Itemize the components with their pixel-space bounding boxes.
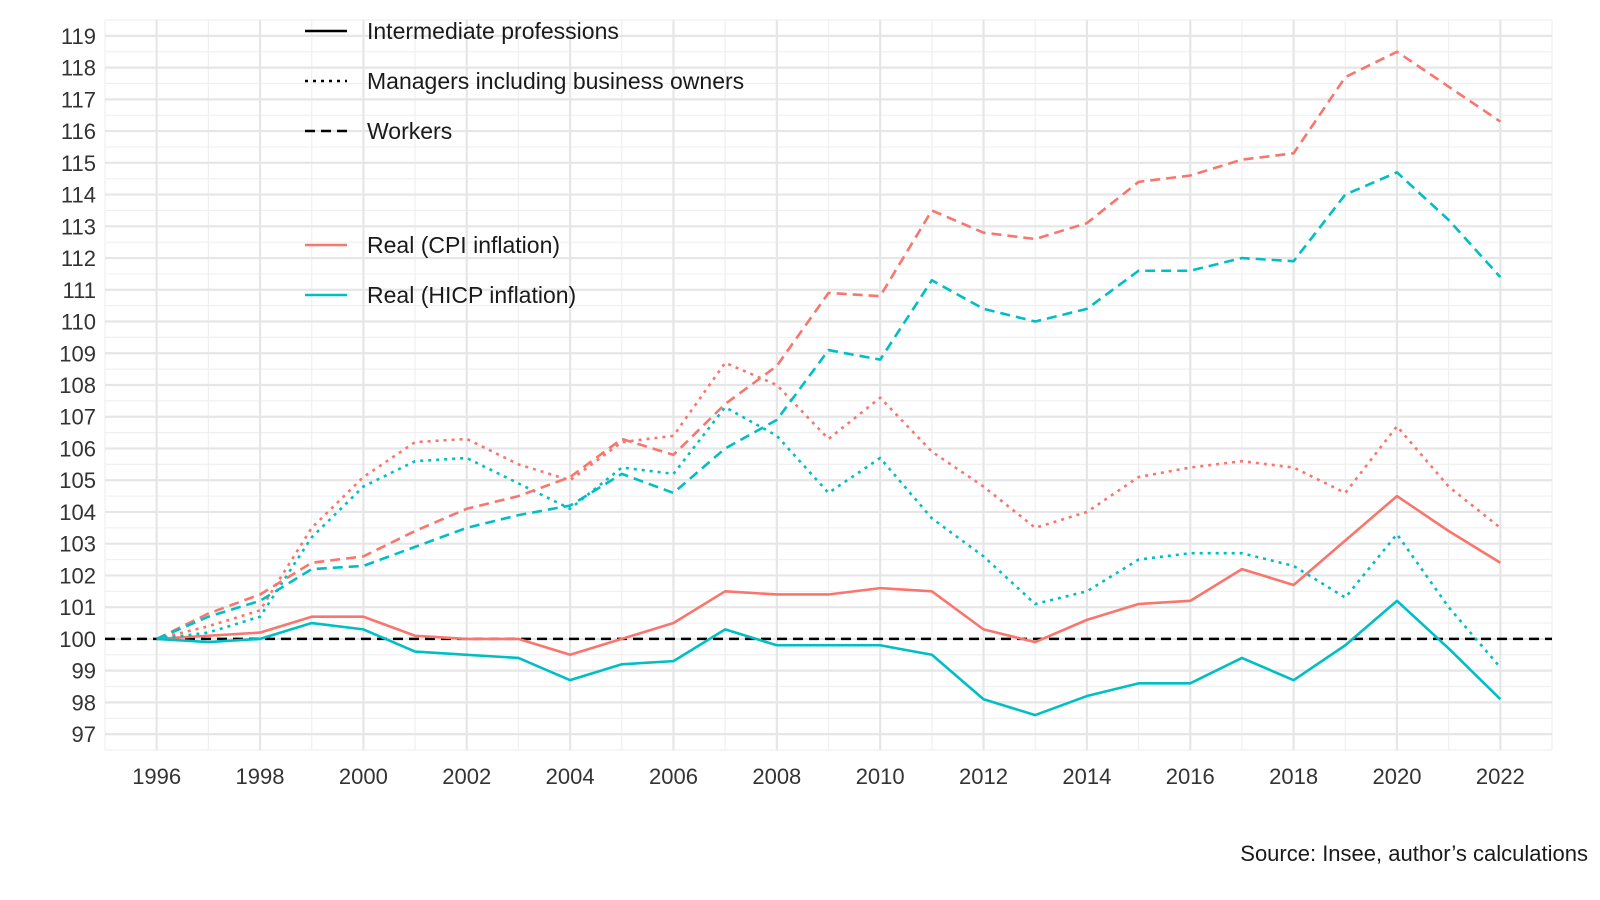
series-line-managers-including-business-owners-real-cpi-inflation xyxy=(156,361,1502,641)
y-tick-labels: 97 98 99 100 101 102 103 104 105 106 107 108 109 110 1… xyxy=(59,24,96,747)
y-tick-label: 105 xyxy=(59,468,96,493)
x-tick-label: 2014 xyxy=(1062,764,1111,789)
x-tick-label: 2000 xyxy=(339,764,388,789)
x-tick-label: 2008 xyxy=(752,764,801,789)
y-tick-label: 97 xyxy=(72,722,96,747)
y-tick-label: 110 xyxy=(61,310,96,335)
y-tick-label: 118 xyxy=(61,56,96,81)
y-tick-label: 119 xyxy=(61,24,96,49)
y-tick-label: 111 xyxy=(63,278,96,303)
y-tick-label: 113 xyxy=(61,214,96,239)
y-tick-label: 116 xyxy=(61,119,96,144)
series-line-workers-real-cpi-inflation xyxy=(156,50,1502,641)
grid-major xyxy=(105,20,1552,750)
x-tick-label: 2022 xyxy=(1476,764,1525,789)
y-tick-label: 103 xyxy=(59,532,96,557)
x-tick-label: 1996 xyxy=(132,764,181,789)
y-tick-label: 104 xyxy=(59,500,96,525)
y-tick-label: 115 xyxy=(61,151,96,176)
legend-label: Intermediate professions xyxy=(367,18,619,44)
x-tick-label: 2010 xyxy=(856,764,905,789)
x-tick-label: 2016 xyxy=(1166,764,1215,789)
x-tick-label: 1998 xyxy=(236,764,285,789)
x-tick-label: 2020 xyxy=(1372,764,1421,789)
y-tick-label: 100 xyxy=(59,627,96,652)
y-tick-label: 99 xyxy=(72,659,96,684)
x-tick-label: 2002 xyxy=(442,764,491,789)
x-tick-labels: 1996 1998 2000 2002 2004 2006 2008 2010 2012 2014… xyxy=(132,764,1525,789)
legend-label: Managers including business owners xyxy=(367,68,744,94)
y-tick-label: 114 xyxy=(61,183,96,208)
series-line-intermediate-professions-real-cpi-inflation xyxy=(156,494,1502,657)
y-tick-label: 108 xyxy=(59,373,96,398)
series-line-intermediate-professions-real-hicp-inflation xyxy=(156,599,1502,717)
x-tick-label: 2012 xyxy=(959,764,1008,789)
x-tick-label: 2004 xyxy=(546,764,595,789)
y-tick-label: 101 xyxy=(59,595,96,620)
y-tick-label: 98 xyxy=(72,690,96,715)
legend-label: Real (CPI inflation) xyxy=(367,232,560,258)
x-tick-label: 2018 xyxy=(1269,764,1318,789)
series-group xyxy=(156,50,1502,717)
y-tick-label: 107 xyxy=(59,405,96,430)
y-tick-label: 117 xyxy=(61,87,96,112)
caption: Source: Insee, author’s calculations xyxy=(1240,841,1588,866)
y-tick-label: 112 xyxy=(61,246,96,271)
x-tick-label: 2006 xyxy=(649,764,698,789)
legend: Intermediate professions Managers includi… xyxy=(305,18,744,308)
y-tick-label: 106 xyxy=(59,436,96,461)
series-line-workers-real-hicp-inflation xyxy=(156,171,1502,641)
legend-label: Workers xyxy=(367,118,452,144)
y-tick-label: 109 xyxy=(59,341,96,366)
y-tick-label: 102 xyxy=(59,563,96,588)
legend-label: Real (HICP inflation) xyxy=(367,282,576,308)
